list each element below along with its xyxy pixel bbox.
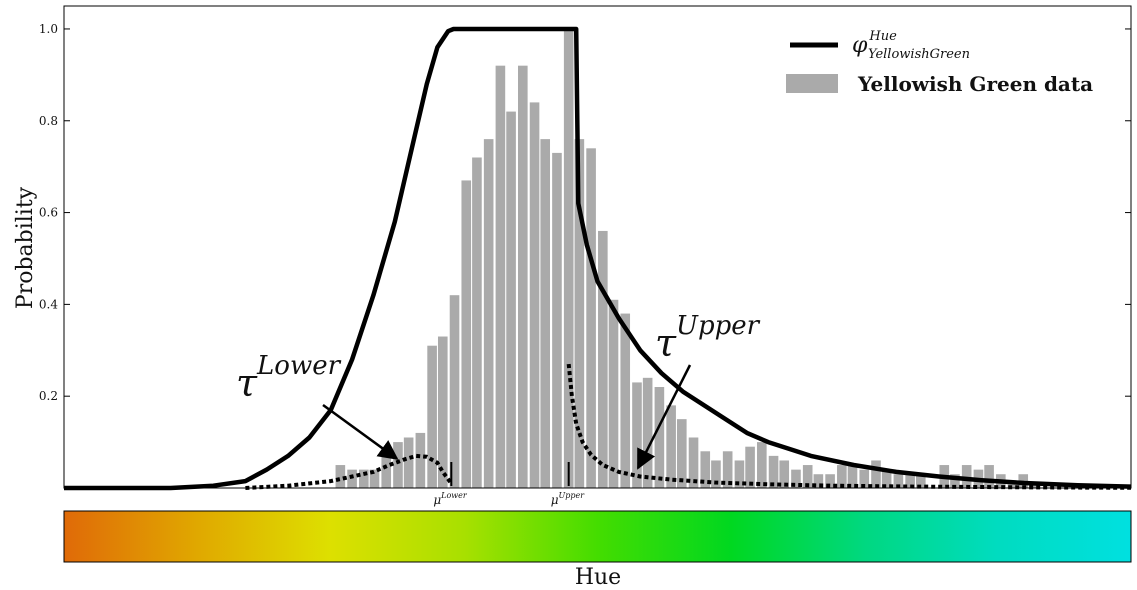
data-bar xyxy=(529,102,540,489)
x-axis-title: Hue xyxy=(575,565,621,590)
data-bar xyxy=(415,432,426,488)
data-bar xyxy=(779,460,790,488)
tau-annotation-label: τUpper xyxy=(655,311,761,365)
data-bar xyxy=(632,382,642,488)
y-tick-label: 0.4 xyxy=(39,297,58,311)
tau-annotation-arrow xyxy=(636,364,692,470)
data-bar xyxy=(586,148,596,489)
data-bar xyxy=(359,469,369,488)
data-bar xyxy=(381,451,392,488)
tau-curve xyxy=(566,363,1132,490)
plot-frame xyxy=(63,5,1132,489)
data-bar xyxy=(893,474,904,488)
data-bar xyxy=(495,65,506,488)
data-bar xyxy=(654,387,665,488)
data-bar xyxy=(347,469,357,488)
data-bar xyxy=(984,465,994,488)
y-tick-label: 1.0 xyxy=(39,22,58,36)
data-bar xyxy=(791,469,801,488)
data-bar xyxy=(540,139,551,488)
data-bar xyxy=(813,474,824,488)
data-bar xyxy=(905,474,915,488)
data-bar xyxy=(642,377,653,488)
data-bar xyxy=(666,405,676,488)
legend: φ Hue YellowishGreen Yellowish Green data xyxy=(786,29,1093,96)
data-bar xyxy=(335,465,346,488)
data-bar xyxy=(825,474,835,488)
data-bar xyxy=(711,460,721,488)
data-bar xyxy=(871,460,881,488)
data-bar xyxy=(1030,483,1040,488)
data-bar xyxy=(403,437,414,488)
tau-annotation-label: τLower xyxy=(236,351,342,405)
data-bar xyxy=(734,460,745,488)
data-bar xyxy=(437,336,448,488)
tau-annotation-arrow xyxy=(322,403,399,460)
data-bar xyxy=(483,139,494,488)
data-bar xyxy=(802,465,813,488)
data-bar xyxy=(1007,483,1018,488)
data-bar xyxy=(700,451,711,488)
data-bar xyxy=(598,230,608,488)
data-bar xyxy=(837,465,847,488)
curve-lines xyxy=(64,26,1132,491)
y-tick-label: 0.6 xyxy=(39,206,58,220)
mu-marker-label: μUpper xyxy=(551,491,586,507)
data-bar xyxy=(506,111,516,488)
tau-curve xyxy=(245,453,453,490)
data-bar xyxy=(722,451,733,488)
data-bar xyxy=(427,345,437,488)
data-bar xyxy=(745,446,755,488)
data-bar xyxy=(574,139,585,488)
data-bar xyxy=(847,465,858,488)
data-bar xyxy=(676,419,687,488)
data-bar xyxy=(552,152,562,488)
data-bar xyxy=(859,469,870,488)
legend-phi-label: φ Hue YellowishGreen xyxy=(852,29,970,62)
y-axis: 0.2 0.4 0.6 0.8 1.0 xyxy=(39,22,1131,403)
data-bar xyxy=(472,157,482,488)
legend-data-label: Yellowish Green data xyxy=(857,72,1093,96)
mu-marker-label: μLower xyxy=(433,491,468,507)
data-bar xyxy=(961,465,972,488)
data-bar xyxy=(393,442,403,488)
data-bar xyxy=(449,295,460,488)
data-bar xyxy=(881,469,892,488)
phi-curve xyxy=(64,26,1132,491)
data-bar xyxy=(620,313,631,488)
data-bars xyxy=(335,28,1040,489)
data-bar xyxy=(950,474,960,488)
data-bar xyxy=(915,474,926,488)
hue-colorbar xyxy=(63,510,1132,563)
data-bar xyxy=(369,469,380,488)
data-bar xyxy=(563,28,574,488)
data-bar xyxy=(688,437,699,488)
data-bar xyxy=(757,442,767,488)
y-axis-title: Probability xyxy=(13,186,38,309)
y-tick-label: 0.8 xyxy=(39,114,58,128)
legend-bar-swatch xyxy=(786,74,838,93)
data-bar xyxy=(608,299,619,488)
data-bar xyxy=(461,180,472,488)
y-tick-label: 0.2 xyxy=(39,389,58,403)
data-bar xyxy=(518,65,528,488)
data-bar xyxy=(768,455,779,488)
